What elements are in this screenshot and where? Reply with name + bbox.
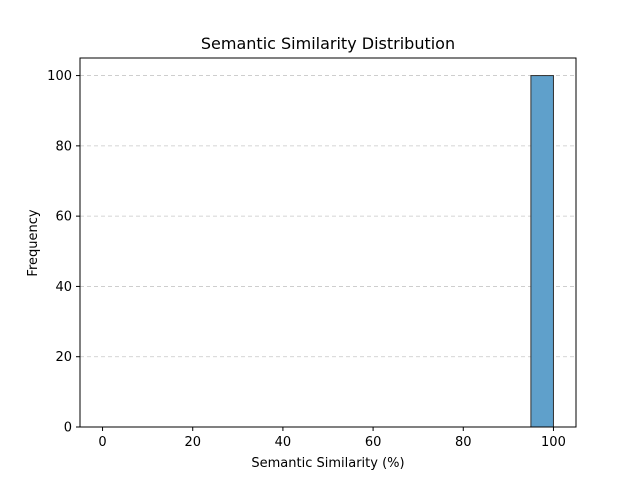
y-tick-label: 100 xyxy=(47,69,72,84)
plot-frame xyxy=(79,57,577,428)
chart-title: Semantic Similarity Distribution xyxy=(201,34,455,53)
y-tick-label: 80 xyxy=(55,139,72,154)
x-tick-label: 100 xyxy=(541,435,566,450)
ticks-layer: 0 20 40 60 80 100 0 20 40 60 80 100 xyxy=(47,69,566,450)
axes-layer xyxy=(79,57,577,428)
y-axis-label: Frequency xyxy=(26,209,41,276)
x-tick-label: 80 xyxy=(455,435,472,450)
x-axis-label: Semantic Similarity (%) xyxy=(251,456,404,471)
x-tick-label: 0 xyxy=(98,435,106,450)
bars-layer xyxy=(530,75,554,428)
y-tick-label: 20 xyxy=(55,350,72,365)
grid-layer xyxy=(80,75,576,358)
x-tick-label: 20 xyxy=(184,435,201,450)
x-tick-label: 60 xyxy=(365,435,382,450)
y-tick-label: 40 xyxy=(55,280,72,295)
histogram-bar xyxy=(530,75,554,428)
y-tick-label: 0 xyxy=(64,421,72,436)
y-tick-label: 60 xyxy=(55,210,72,225)
x-tick-label: 40 xyxy=(275,435,292,450)
